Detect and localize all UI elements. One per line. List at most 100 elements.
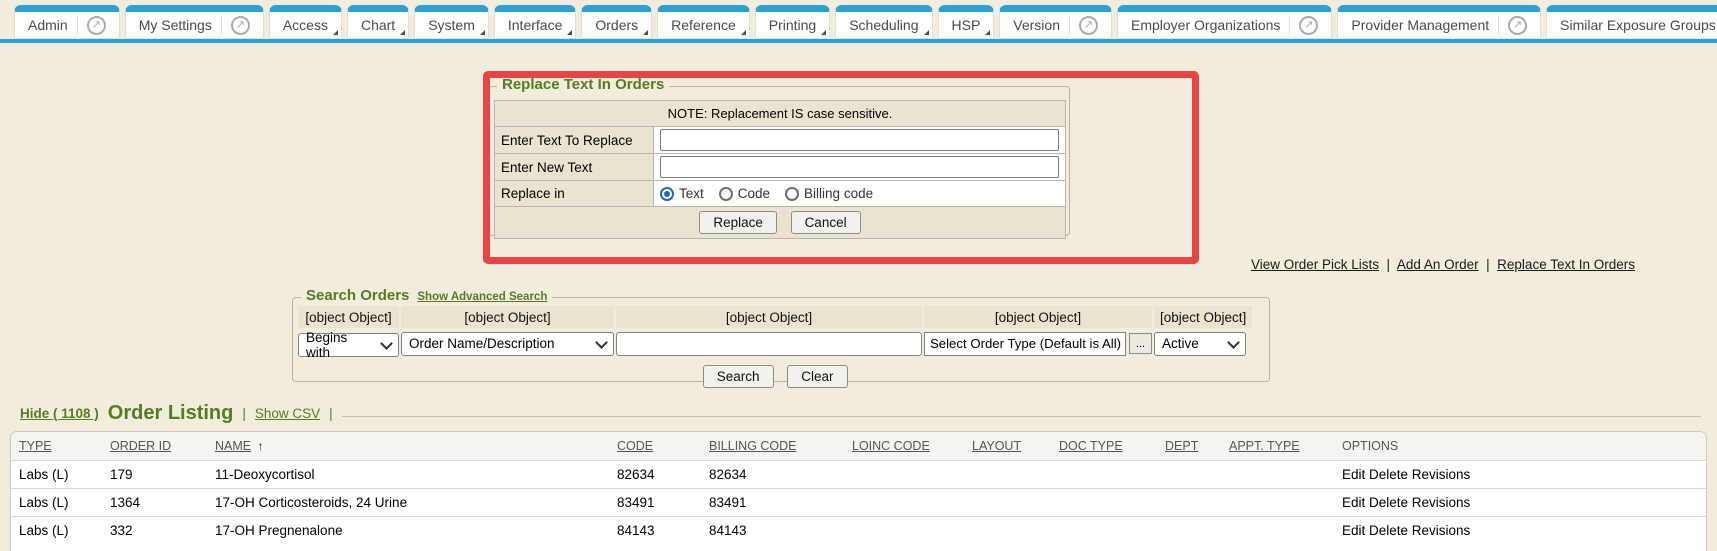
dropdown-caret-icon [567, 30, 573, 35]
cell-options-actions[interactable]: Edit Delete Revisions [1334, 516, 1706, 544]
search-buttons-row: Search Clear [298, 359, 1252, 390]
new-text-label: Enter New Text [494, 153, 654, 181]
column-header-label[interactable]: DOC TYPE [1059, 439, 1123, 453]
cancel-button[interactable]: Cancel [790, 211, 861, 234]
dropdown-caret-icon [740, 30, 746, 35]
open-new-window-icon[interactable] [1508, 15, 1528, 35]
nav-tab[interactable]: Chart [346, 5, 410, 39]
hide-count-link[interactable]: Hide ( 1108 ) [20, 406, 99, 421]
order-listing-container: TYPE ORDER ID NAME CODE BILLING [10, 431, 1707, 551]
dropdown-caret-icon [985, 30, 991, 35]
tab-icon-wrap[interactable] [1498, 15, 1528, 35]
listing-column-header[interactable]: LOINC CODE [844, 432, 964, 461]
quick-link[interactable]: Replace Text In Orders [1497, 257, 1635, 272]
search-orders-panel: Search Orders Show Advanced Search [obje… [292, 287, 1270, 388]
nav-tab[interactable]: HSP [937, 5, 995, 39]
listing-column-header[interactable]: OPTIONS [1334, 432, 1706, 461]
nav-tab[interactable]: My Settings [124, 5, 264, 39]
column-header-label[interactable]: LAYOUT [972, 439, 1022, 453]
tab-icon-wrap[interactable] [1069, 15, 1098, 35]
nav-tabs: Admin My Settings Access Char [14, 5, 1717, 39]
replace-form-table: NOTE: Replacement IS case sensitive. Ent… [494, 100, 1066, 239]
column-header-label[interactable]: CODE [617, 439, 654, 453]
radio-unselected-icon[interactable] [718, 186, 733, 201]
show-advanced-search-link[interactable]: Show Advanced Search [417, 291, 548, 303]
criteria-select[interactable]: Begins with [298, 330, 399, 360]
nav-tab[interactable]: Scheduling [835, 5, 933, 39]
text-to-replace-input[interactable] [660, 129, 1059, 151]
listing-column-header[interactable]: DEPT [1157, 432, 1221, 461]
column-header-label[interactable]: DEPT [1165, 439, 1199, 453]
nav-tab[interactable]: Employer Organizations [1117, 5, 1333, 39]
new-text-input[interactable] [660, 156, 1059, 178]
column-header-label[interactable]: LOINC CODE [852, 439, 930, 453]
open-new-window-icon[interactable] [1079, 15, 1098, 35]
order-type-browse-button[interactable]: ... [1129, 333, 1152, 354]
quick-link-item: View Order Pick Lists | [1251, 257, 1397, 272]
search-text-input[interactable] [616, 331, 922, 356]
cell-options-actions[interactable]: Edit Delete Revisions [1334, 488, 1706, 517]
listing-column-header[interactable]: ORDER ID [102, 432, 207, 461]
radio-selected-icon[interactable] [660, 186, 674, 201]
column-header-label[interactable]: TYPE [19, 439, 52, 453]
clear-button[interactable]: Clear [787, 365, 848, 388]
cell-layout [964, 488, 1051, 517]
quick-link[interactable]: Add An Order [1396, 257, 1479, 272]
search-orders-header: Search Orders Show Advanced Search [301, 287, 553, 304]
listing-column-header[interactable]: DOC TYPE [1051, 432, 1157, 461]
nav-tab[interactable]: Access [268, 5, 342, 39]
order-type-field[interactable]: Select Order Type (Default is All) [924, 331, 1126, 356]
tab-icon-wrap[interactable] [76, 15, 106, 35]
active-inactive-select[interactable]: Active [1154, 331, 1246, 356]
replace-in-radio-group: Text Code Billing code [660, 186, 1059, 201]
column-header-label[interactable]: ORDER ID [110, 439, 172, 453]
cell-dept [1157, 516, 1221, 544]
cell-layout [964, 460, 1051, 489]
nav-tab[interactable]: Printing [754, 5, 831, 39]
dropdown-caret-icon [643, 30, 649, 35]
dropdown-caret-icon [821, 30, 827, 35]
listing-column-header[interactable]: NAME [207, 432, 609, 461]
open-new-window-icon[interactable] [86, 15, 106, 35]
cell-type: Labs (L) [11, 488, 102, 517]
cell-options-actions[interactable]: Edit Delete Revisions [1334, 460, 1706, 489]
column-header-label[interactable]: APPT. TYPE [1229, 439, 1300, 453]
column-header-label[interactable]: BILLING CODE [709, 439, 797, 453]
nav-tab[interactable]: Provider Management [1337, 5, 1542, 39]
order-listing-table: TYPE ORDER ID NAME CODE BILLING [11, 432, 1706, 544]
nav-tab[interactable]: Orders [581, 5, 653, 39]
quick-link-item: Replace Text In Orders [1497, 257, 1635, 272]
new-text-row: Enter New Text [494, 153, 1066, 181]
radio-option[interactable]: Text [660, 186, 704, 201]
column-header-label[interactable]: NAME [215, 439, 252, 453]
sort-ascending-icon[interactable] [258, 439, 264, 453]
open-new-window-icon[interactable] [230, 15, 250, 35]
radio-option[interactable]: Code [718, 186, 770, 201]
listing-column-header[interactable]: BILLING CODE [701, 432, 844, 461]
nav-tab[interactable]: Similar Exposure Groups (SEGs) [1546, 5, 1717, 39]
tab-icon-wrap[interactable] [1289, 15, 1319, 35]
radio-option[interactable]: Billing code [785, 186, 873, 201]
replace-button[interactable]: Replace [699, 211, 777, 234]
radio-unselected-icon[interactable] [785, 186, 800, 201]
listing-column-header[interactable]: APPT. TYPE [1221, 432, 1334, 461]
tab-icon-wrap[interactable] [220, 15, 250, 35]
listing-column-header[interactable]: TYPE [11, 432, 102, 461]
nav-tab[interactable]: System [414, 5, 489, 39]
search-button[interactable]: Search [702, 365, 774, 388]
field-select[interactable]: Order Name/Description [401, 331, 614, 356]
nav-tab[interactable]: Reference [657, 5, 750, 39]
column-header-label[interactable]: OPTIONS [1342, 439, 1399, 453]
nav-tab[interactable]: Admin [14, 5, 120, 39]
show-csv-link[interactable]: Show CSV [254, 406, 321, 421]
listing-column-header[interactable]: CODE [609, 432, 701, 461]
quick-link[interactable]: View Order Pick Lists [1250, 257, 1380, 272]
listing-column-header[interactable]: LAYOUT [964, 432, 1051, 461]
table-row: Labs (L) 179 11-Deoxycortisol 82634 8263… [11, 460, 1706, 489]
search-header-row: [object Object] [object Object] [object Ob… [298, 306, 1253, 328]
nav-tab[interactable]: Version [999, 5, 1112, 39]
table-row: Labs (L) 1364 17-OH Corticosteroids, 24 … [11, 488, 1706, 517]
nav-tab[interactable]: Interface [493, 5, 577, 39]
open-new-window-icon[interactable] [1299, 15, 1319, 35]
